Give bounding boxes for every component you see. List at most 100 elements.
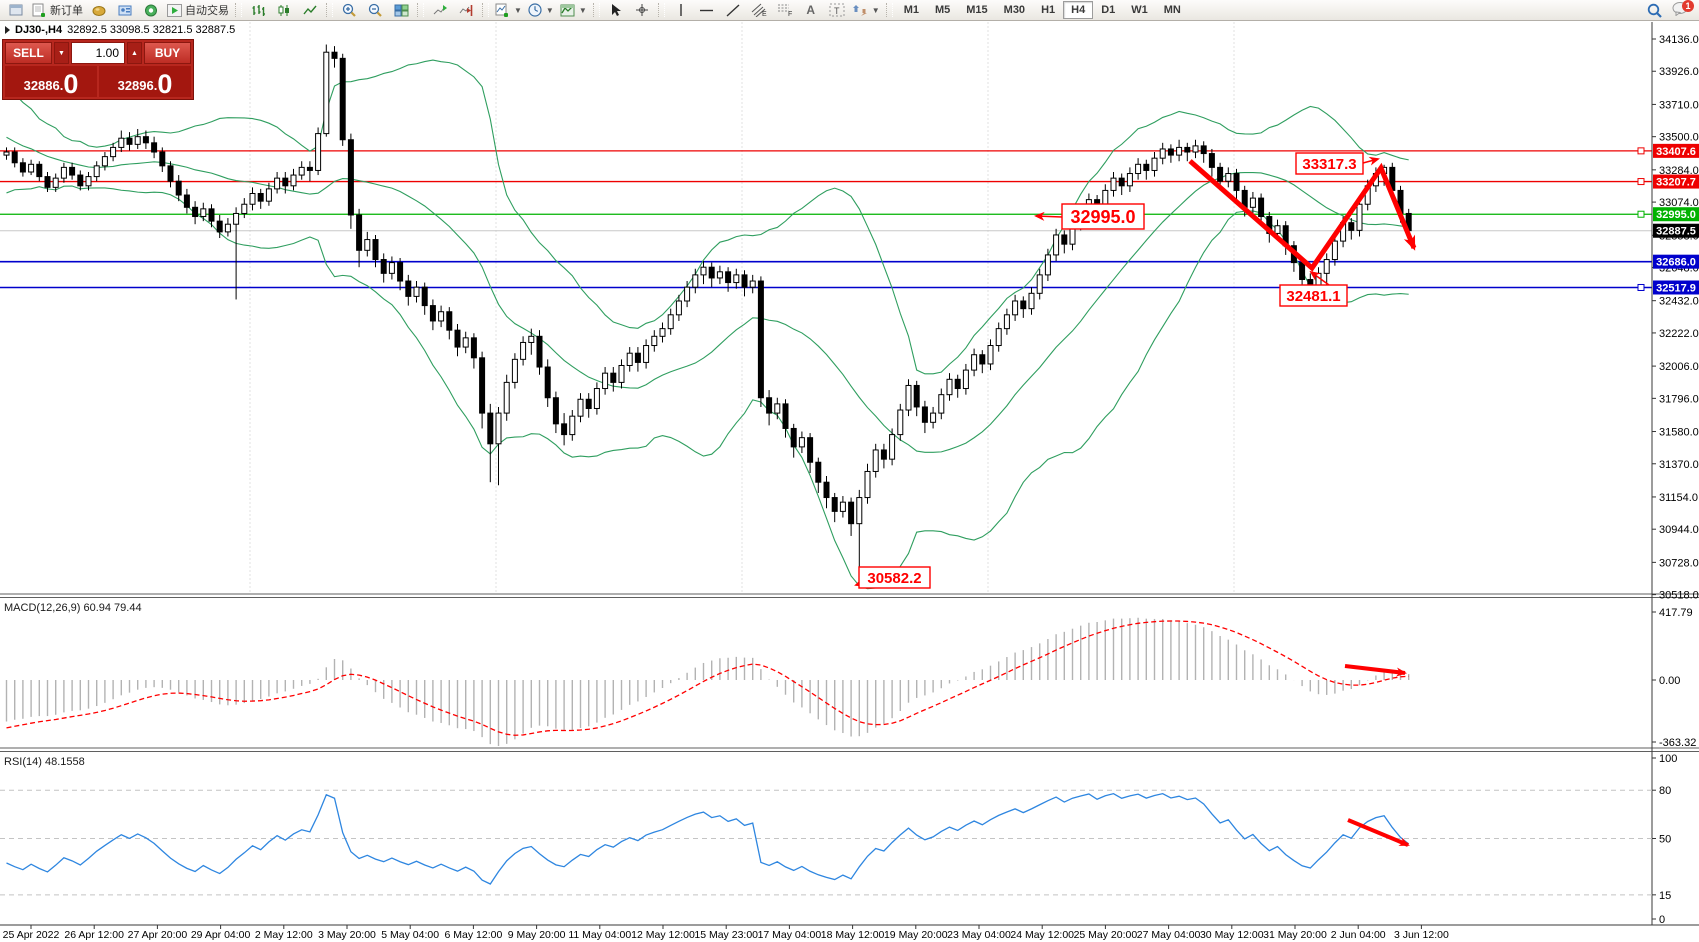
- profile-icon[interactable]: [112, 1, 138, 19]
- buy-price-display[interactable]: 32896. 0: [99, 66, 191, 99]
- timeframe-m5[interactable]: M5: [934, 4, 951, 16]
- price-annotation-30582.2[interactable]: 30582.2: [854, 566, 931, 589]
- add-indicator-button[interactable]: ▼: [492, 1, 525, 19]
- candle-body: [708, 266, 715, 279]
- timeframe-d1[interactable]: D1: [1101, 4, 1116, 16]
- line-handle[interactable]: [1637, 210, 1645, 218]
- search-icon[interactable]: [1642, 1, 1668, 19]
- candle-body: [561, 423, 568, 436]
- candle-body: [462, 337, 469, 348]
- vertical-line-tool-icon[interactable]: [668, 1, 694, 19]
- chart-window-icon[interactable]: [3, 1, 29, 19]
- chart-ohlc-values: 32892.5 33098.5 32821.5 32887.5: [67, 24, 236, 36]
- candle-body: [1233, 173, 1240, 191]
- buy-button[interactable]: BUY: [144, 42, 191, 64]
- sell-button[interactable]: SELL: [5, 42, 52, 64]
- tile-windows-icon[interactable]: [388, 1, 414, 19]
- candle-body: [725, 271, 732, 284]
- timeframe-h1[interactable]: H1: [1041, 4, 1056, 16]
- cursor-tool-icon[interactable]: [603, 1, 629, 19]
- candle-body: [487, 412, 494, 445]
- timeframe-h4[interactable]: H4: [1063, 1, 1094, 19]
- price-tick-label: 33500.0: [1659, 132, 1699, 144]
- macd-forecast-arrow[interactable]: [1344, 664, 1407, 677]
- candle-body: [364, 239, 371, 251]
- shapes-tool-button[interactable]: ▼: [850, 1, 883, 19]
- rsi-forecast-arrow[interactable]: [1347, 818, 1410, 847]
- new-order-button[interactable]: 新订单: [29, 1, 86, 19]
- add-indicator-icon: [495, 3, 508, 17]
- time-tick-label: 2 Jun 04:00: [1331, 929, 1386, 941]
- volume-input[interactable]: 1.00: [71, 42, 125, 64]
- buy-price-big-digit: 0: [157, 69, 173, 99]
- time-tick-label: 25 Apr 2022: [3, 929, 60, 941]
- auto-trading-button[interactable]: 自动交易: [164, 1, 232, 19]
- candle-body: [372, 239, 379, 261]
- candle-body: [1126, 173, 1133, 187]
- trendline-tool-icon[interactable]: [720, 1, 746, 19]
- timeframe-mn[interactable]: MN: [1163, 4, 1181, 16]
- channel-tool-icon[interactable]: E: [746, 1, 772, 19]
- connection-icon[interactable]: [138, 1, 164, 19]
- brush-icon[interactable]: [86, 1, 112, 19]
- volume-increase-button[interactable]: ▲: [127, 42, 142, 64]
- timeframe-m30[interactable]: M30: [1003, 4, 1026, 16]
- line-handle[interactable]: [1637, 283, 1645, 291]
- bar-chart-mode-icon[interactable]: [245, 1, 271, 19]
- horizontal-line-tool-icon[interactable]: [694, 1, 720, 19]
- zoom-in-icon[interactable]: [336, 1, 362, 19]
- text-tool-icon[interactable]: A: [806, 3, 816, 17]
- candle-body: [224, 223, 231, 233]
- periods-button[interactable]: ▼: [525, 1, 557, 19]
- candle-body: [700, 266, 707, 276]
- candle-body: [323, 51, 330, 135]
- candlestick-mode-icon[interactable]: [271, 1, 297, 19]
- zoom-out-icon[interactable]: [362, 1, 388, 19]
- time-tick-label: 27 May 04:00: [1137, 929, 1201, 941]
- chart-title: DJ30-,H4 32892.5 33098.5 32821.5 32887.5: [5, 24, 235, 36]
- candle-body: [118, 137, 125, 148]
- time-tick-label: 25 May 20:00: [1074, 929, 1138, 941]
- candle-body: [77, 174, 84, 187]
- timeframe-m1[interactable]: M1: [903, 4, 919, 16]
- line-handle[interactable]: [1637, 147, 1645, 155]
- annotations: 33317.3 32995.0 32481.1 30582.2: [854, 152, 1417, 847]
- text-label-tool-icon[interactable]: T: [824, 1, 850, 19]
- toolbar-separator: [592, 3, 600, 17]
- fibonacci-tool-icon[interactable]: F: [772, 1, 798, 19]
- trend-forecast-zigzag[interactable]: [1188, 159, 1417, 272]
- candle-body: [36, 163, 43, 178]
- line-chart-mode-icon[interactable]: [297, 1, 323, 19]
- timeframe-m15[interactable]: M15: [966, 4, 988, 16]
- chat-button[interactable]: 1: [1672, 0, 1694, 19]
- timeframe-w1[interactable]: W1: [1131, 4, 1148, 16]
- chart-shift-icon[interactable]: [453, 1, 479, 19]
- crosshair-tool-icon[interactable]: [629, 1, 655, 19]
- candle-body: [823, 481, 830, 499]
- candle-body: [741, 274, 748, 288]
- svg-text:33317.3: 33317.3: [1302, 156, 1356, 173]
- templates-button[interactable]: ▼: [557, 1, 590, 19]
- time-tick-label: 19 May 20:00: [884, 929, 948, 941]
- line-handle[interactable]: [1637, 178, 1645, 186]
- price-tick-label: 34136.0: [1659, 34, 1699, 46]
- auto-scroll-icon[interactable]: [427, 1, 453, 19]
- price-badge: 32517.9: [1653, 280, 1699, 295]
- price-chart-canvas[interactable]: 34136.0 33926.0 33710.0 33500.0 33284.0 33074…: [0, 21, 1699, 942]
- sell-price-display[interactable]: 32886. 0: [5, 66, 97, 98]
- price-badge: 33407.6: [1653, 143, 1699, 158]
- time-tick-label: 15 May 23:00: [694, 929, 758, 941]
- volume-decrease-button[interactable]: ▼: [54, 42, 69, 64]
- price-annotation-32481.1[interactable]: 32481.1: [1279, 270, 1348, 307]
- candle-body: [913, 384, 920, 408]
- candle-body: [1167, 148, 1174, 156]
- candle-body: [864, 470, 871, 499]
- candle-body: [839, 501, 846, 512]
- candles: [3, 44, 1412, 585]
- svg-text:32995.0: 32995.0: [1070, 207, 1135, 227]
- candle-body: [766, 397, 773, 414]
- price-annotation-32995.0[interactable]: 32995.0: [1034, 203, 1145, 230]
- candle-body: [85, 176, 92, 187]
- price-annotation-33317.3[interactable]: 33317.3: [1295, 152, 1380, 175]
- candle-body: [1044, 254, 1051, 276]
